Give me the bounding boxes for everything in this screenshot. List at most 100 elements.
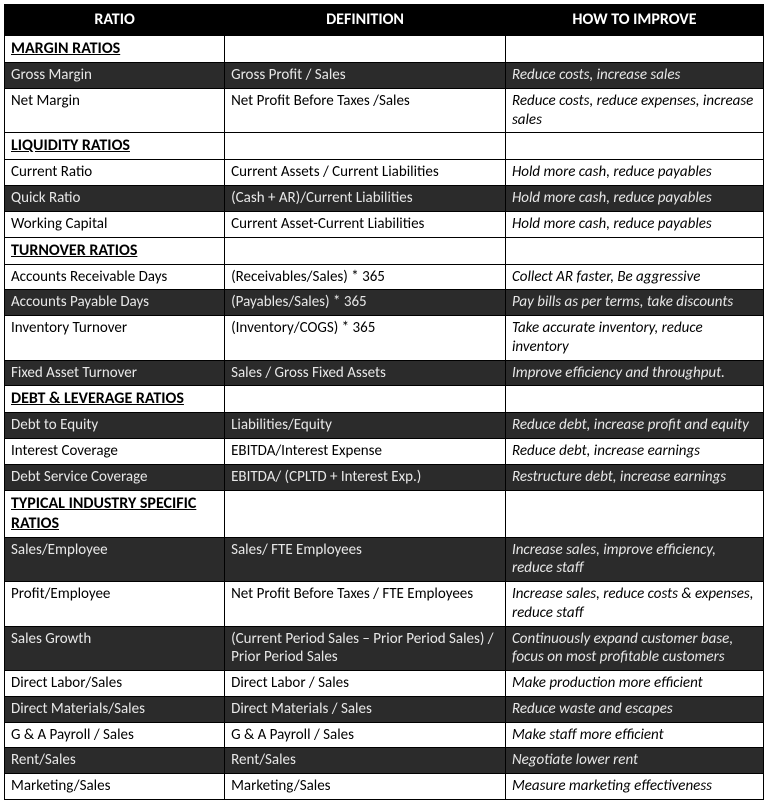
ratio-improve: Restructure debt, increase earnings	[505, 464, 763, 490]
ratio-improve: Improve efficiency and throughput.	[505, 360, 763, 386]
ratio-definition: Sales / Gross Fixed Assets	[225, 360, 506, 386]
section-row: TURNOVER RATIOS	[5, 237, 764, 264]
ratio-improve: Increase sales, improve efficiency, redu…	[505, 537, 763, 582]
ratio-name: Rent/Sales	[5, 748, 225, 774]
ratio-definition: Current Assets / Current Liabilities	[225, 160, 506, 186]
table-header: RATIO DEFINITION HOW TO IMPROVE	[5, 5, 764, 36]
ratio-name: Marketing/Sales	[5, 774, 225, 800]
table-row: Direct Labor/SalesDirect Labor / SalesMa…	[5, 671, 764, 697]
ratio-name: G & A Payroll / Sales	[5, 722, 225, 748]
ratio-improve: Reduce debt, increase earnings	[505, 439, 763, 465]
ratio-name: Working Capital	[5, 211, 225, 237]
table-row: Current RatioCurrent Assets / Current Li…	[5, 160, 764, 186]
table-row: Inventory Turnover(Inventory/COGS) * 365…	[5, 316, 764, 361]
ratio-definition: (Cash + AR)/Current Liabilities	[225, 186, 506, 212]
ratio-name: Accounts Receivable Days	[5, 264, 225, 290]
section-title: LIQUIDITY RATIOS	[5, 133, 225, 160]
table-row: Working CapitalCurrent Asset-Current Lia…	[5, 211, 764, 237]
ratio-definition: Current Asset-Current Liabilities	[225, 211, 506, 237]
section-blank	[505, 490, 763, 537]
ratio-improve: Negotiate lower rent	[505, 748, 763, 774]
table-row: Fixed Asset TurnoverSales / Gross Fixed …	[5, 360, 764, 386]
ratio-definition: Direct Materials / Sales	[225, 696, 506, 722]
ratio-name: Direct Labor/Sales	[5, 671, 225, 697]
section-blank	[505, 133, 763, 160]
ratio-name: Direct Materials/Sales	[5, 696, 225, 722]
ratio-name: Debt to Equity	[5, 413, 225, 439]
ratios-table: RATIO DEFINITION HOW TO IMPROVE MARGIN R…	[4, 4, 764, 800]
col-definition: DEFINITION	[225, 5, 506, 36]
table-row: G & A Payroll / SalesG & A Payroll / Sal…	[5, 722, 764, 748]
table-row: Rent/SalesRent/SalesNegotiate lower rent	[5, 748, 764, 774]
ratio-definition: Marketing/Sales	[225, 774, 506, 800]
ratio-improve: Pay bills as per terms, take discounts	[505, 290, 763, 316]
ratio-name: Current Ratio	[5, 160, 225, 186]
ratio-name: Debt Service Coverage	[5, 464, 225, 490]
table-row: Sales/EmployeeSales/ FTE EmployeesIncrea…	[5, 537, 764, 582]
table-row: Gross MarginGross Profit / SalesReduce c…	[5, 63, 764, 89]
ratio-improve: Increase sales, reduce costs & expenses,…	[505, 582, 763, 627]
section-row: MARGIN RATIOS	[5, 36, 764, 63]
ratio-name: Quick Ratio	[5, 186, 225, 212]
ratio-definition: EBITDA/Interest Expense	[225, 439, 506, 465]
ratio-definition: Liabilities/Equity	[225, 413, 506, 439]
ratio-improve: Hold more cash, reduce payables	[505, 160, 763, 186]
table-body: MARGIN RATIOSGross MarginGross Profit / …	[5, 36, 764, 800]
table-row: Net MarginNet Profit Before Taxes /Sales…	[5, 88, 764, 133]
ratio-definition: (Payables/Sales) * 365	[225, 290, 506, 316]
ratio-definition: (Receivables/Sales) * 365	[225, 264, 506, 290]
table-row: Profit/EmployeeNet Profit Before Taxes /…	[5, 582, 764, 627]
table-row: Accounts Receivable Days(Receivables/Sal…	[5, 264, 764, 290]
ratio-improve: Reduce waste and escapes	[505, 696, 763, 722]
table-row: Quick Ratio(Cash + AR)/Current Liabiliti…	[5, 186, 764, 212]
ratio-improve: Reduce costs, increase sales	[505, 63, 763, 89]
ratio-definition: Sales/ FTE Employees	[225, 537, 506, 582]
table-row: Direct Materials/SalesDirect Materials /…	[5, 696, 764, 722]
table-row: Accounts Payable Days(Payables/Sales) * …	[5, 290, 764, 316]
ratio-definition: (Current Period Sales – Prior Period Sal…	[225, 626, 506, 671]
section-blank	[505, 237, 763, 264]
ratio-improve: Reduce debt, increase profit and equity	[505, 413, 763, 439]
section-title: MARGIN RATIOS	[5, 36, 225, 63]
section-blank	[225, 36, 506, 63]
ratio-name: Sales Growth	[5, 626, 225, 671]
ratio-definition: EBITDA/ (CPLTD + Interest Exp.)	[225, 464, 506, 490]
table-row: Debt to EquityLiabilities/EquityReduce d…	[5, 413, 764, 439]
ratio-name: Interest Coverage	[5, 439, 225, 465]
section-title: TURNOVER RATIOS	[5, 237, 225, 264]
section-title: TYPICAL INDUSTRY SPECIFIC RATIOS	[5, 490, 225, 537]
section-blank	[225, 386, 506, 413]
ratio-definition: Rent/Sales	[225, 748, 506, 774]
ratio-definition: G & A Payroll / Sales	[225, 722, 506, 748]
section-blank	[505, 386, 763, 413]
section-title: DEBT & LEVERAGE RATIOS	[5, 386, 225, 413]
section-blank	[225, 133, 506, 160]
ratio-name: Sales/Employee	[5, 537, 225, 582]
ratio-name: Gross Margin	[5, 63, 225, 89]
table-row: Debt Service CoverageEBITDA/ (CPLTD + In…	[5, 464, 764, 490]
table-row: Marketing/SalesMarketing/SalesMeasure ma…	[5, 774, 764, 800]
ratio-name: Inventory Turnover	[5, 316, 225, 361]
section-row: DEBT & LEVERAGE RATIOS	[5, 386, 764, 413]
section-row: TYPICAL INDUSTRY SPECIFIC RATIOS	[5, 490, 764, 537]
ratio-definition: (Inventory/COGS) * 365	[225, 316, 506, 361]
section-blank	[225, 490, 506, 537]
ratio-definition: Gross Profit / Sales	[225, 63, 506, 89]
table-row: Interest CoverageEBITDA/Interest Expense…	[5, 439, 764, 465]
ratio-definition: Direct Labor / Sales	[225, 671, 506, 697]
ratio-name: Fixed Asset Turnover	[5, 360, 225, 386]
ratio-improve: Hold more cash, reduce payables	[505, 211, 763, 237]
ratio-improve: Hold more cash, reduce payables	[505, 186, 763, 212]
section-blank	[505, 36, 763, 63]
ratio-name: Net Margin	[5, 88, 225, 133]
ratio-improve: Collect AR faster, Be aggressive	[505, 264, 763, 290]
col-improve: HOW TO IMPROVE	[505, 5, 763, 36]
ratio-name: Accounts Payable Days	[5, 290, 225, 316]
ratio-improve: Make staff more efficient	[505, 722, 763, 748]
ratio-improve: Continuously expand customer base, focus…	[505, 626, 763, 671]
section-blank	[225, 237, 506, 264]
ratio-improve: Take accurate inventory, reduce inventor…	[505, 316, 763, 361]
ratio-improve: Reduce costs, reduce expenses, increase …	[505, 88, 763, 133]
section-row: LIQUIDITY RATIOS	[5, 133, 764, 160]
ratio-definition: Net Profit Before Taxes /Sales	[225, 88, 506, 133]
